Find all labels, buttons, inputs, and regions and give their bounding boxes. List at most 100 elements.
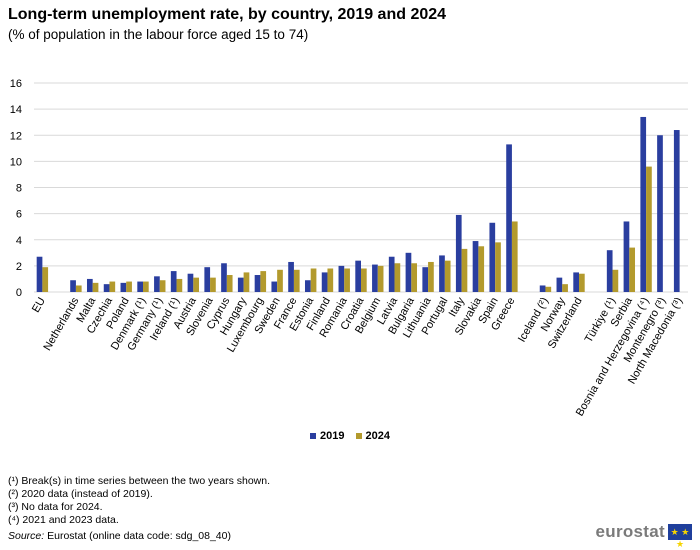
y-tick-label: 2 xyxy=(16,261,22,273)
bar-2019 xyxy=(70,280,76,292)
source-line: Source: Eurostat (online data code: sdg_… xyxy=(8,530,231,542)
bar-2024 xyxy=(176,278,183,292)
legend-swatch-2024 xyxy=(355,433,362,440)
bar-2019 xyxy=(539,285,546,292)
bar-2019 xyxy=(355,260,361,292)
y-tick-label: 4 xyxy=(16,235,22,247)
bar-2024 xyxy=(159,280,166,292)
bar-2019 xyxy=(388,256,395,292)
bar-2019 xyxy=(288,261,294,292)
bar-2024 xyxy=(562,284,568,292)
bar-2024 xyxy=(42,267,49,292)
legend-item-2019: 2019 xyxy=(309,430,344,442)
bar-2019 xyxy=(36,256,43,292)
bar-2019 xyxy=(489,222,496,292)
bar-2019 xyxy=(170,271,177,292)
bar-2024 xyxy=(293,269,300,292)
bar-2019 xyxy=(204,267,211,292)
bar-2019 xyxy=(405,252,412,292)
bar-2019 xyxy=(86,278,93,292)
eurostat-logo: eurostat ★ ★ ★ xyxy=(595,522,692,549)
legend-label-2024: 2024 xyxy=(365,430,391,442)
bar-2024 xyxy=(461,248,468,292)
bar-2019 xyxy=(556,277,563,292)
bar-2019 xyxy=(657,135,663,292)
bar-chart: 0 2 4 6 8 10 12 14 16 EUNetherlandsMaltaCzechiaP… xyxy=(10,78,688,419)
bar-2019 xyxy=(271,281,278,292)
source-label: Source: xyxy=(8,530,45,542)
bar-2019 xyxy=(573,272,579,292)
bar-2019 xyxy=(623,221,630,292)
bar-2024 xyxy=(361,268,367,292)
bar-2024 xyxy=(444,260,451,292)
x-tick-label: EU xyxy=(30,295,48,314)
bar-2024 xyxy=(495,242,501,292)
bar-2019 xyxy=(120,282,127,292)
legend: 2019 2024 xyxy=(0,430,700,442)
y-tick-label: 14 xyxy=(10,104,22,116)
bar-2024 xyxy=(394,263,401,292)
bar-2024 xyxy=(193,277,200,292)
footnotes: (¹) Break(s) in time series between the … xyxy=(8,475,270,527)
legend-swatch-2019 xyxy=(309,433,316,440)
footnote: (¹) Break(s) in time series between the … xyxy=(8,475,271,487)
y-tick-label: 10 xyxy=(10,156,22,168)
y-tick-label: 12 xyxy=(10,130,22,142)
bar-2024 xyxy=(109,281,116,292)
bar-2024 xyxy=(428,261,434,292)
bar-2019 xyxy=(506,144,512,292)
bar-2019 xyxy=(321,272,328,292)
bar-2019 xyxy=(254,275,261,292)
bar-2019 xyxy=(439,255,445,292)
source-text: Eurostat (online data code: sdg_08_40) xyxy=(47,530,231,542)
bar-2019 xyxy=(372,264,378,292)
bar-2019 xyxy=(673,130,680,292)
bar-2024 xyxy=(260,271,267,292)
bar-2024 xyxy=(511,221,518,292)
bar-2019 xyxy=(606,250,613,292)
y-tick-label: 8 xyxy=(16,183,22,195)
bar-2019 xyxy=(422,267,429,292)
bar-2024 xyxy=(243,272,250,292)
bar-2019 xyxy=(187,273,194,292)
logo-text: eurostat xyxy=(595,522,665,541)
legend-item-2024: 2024 xyxy=(355,430,391,442)
bar-2024 xyxy=(377,265,384,293)
bar-2024 xyxy=(612,269,619,292)
bars xyxy=(36,116,680,293)
bar-2024 xyxy=(646,166,652,292)
footnote: (⁴) 2021 and 2023 data. xyxy=(8,514,119,526)
bar-2024 xyxy=(92,282,99,292)
bar-2019 xyxy=(137,281,143,292)
bar-2019 xyxy=(338,265,345,293)
x-tick-label: Netherlands xyxy=(41,295,81,353)
y-tick-label: 16 xyxy=(10,78,22,90)
footnote: (³) No data for 2024. xyxy=(8,501,103,513)
bar-2024 xyxy=(226,275,233,292)
y-tick-label: 0 xyxy=(16,287,22,299)
y-tick-label: 6 xyxy=(16,209,22,221)
bar-2024 xyxy=(210,277,216,292)
bar-2024 xyxy=(277,269,283,292)
y-axis: 0 2 4 6 8 10 12 14 16 xyxy=(10,78,22,299)
chart-title: Long-term unemployment rate, by country,… xyxy=(8,6,447,23)
bar-2024 xyxy=(344,268,350,292)
bar-2019 xyxy=(221,263,227,292)
bar-2019 xyxy=(304,280,311,292)
footnote: (²) 2020 data (instead of 2019). xyxy=(8,488,153,500)
bar-2024 xyxy=(478,246,485,292)
bar-2024 xyxy=(545,286,552,292)
bar-2024 xyxy=(143,281,149,292)
bar-2019 xyxy=(472,241,479,292)
eu-flag-icon: ★ ★ ★ xyxy=(668,524,692,549)
bar-2024 xyxy=(310,268,317,292)
bar-2024 xyxy=(126,281,132,292)
bar-2024 xyxy=(629,247,636,292)
bar-2024 xyxy=(579,273,585,292)
bar-2019 xyxy=(154,276,160,292)
bar-2024 xyxy=(327,268,334,292)
bar-2019 xyxy=(237,277,244,292)
chart-subtitle: (% of population in the labour force age… xyxy=(8,27,309,42)
bar-2019 xyxy=(640,116,647,293)
